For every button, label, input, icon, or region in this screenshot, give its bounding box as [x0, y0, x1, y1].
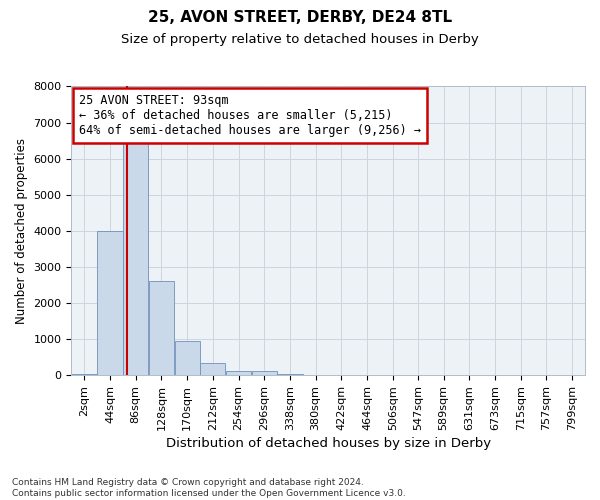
Bar	[123, 137, 148, 375]
Bar	[277, 374, 302, 375]
Text: 25, AVON STREET, DERBY, DE24 8TL: 25, AVON STREET, DERBY, DE24 8TL	[148, 10, 452, 25]
Y-axis label: Number of detached properties: Number of detached properties	[15, 138, 28, 324]
Bar	[251, 371, 277, 375]
Bar	[226, 370, 251, 375]
Bar	[71, 374, 97, 375]
Bar	[97, 231, 122, 375]
Text: Contains HM Land Registry data © Crown copyright and database right 2024.
Contai: Contains HM Land Registry data © Crown c…	[12, 478, 406, 498]
Bar	[175, 341, 200, 375]
Text: Size of property relative to detached houses in Derby: Size of property relative to detached ho…	[121, 32, 479, 46]
X-axis label: Distribution of detached houses by size in Derby: Distribution of detached houses by size …	[166, 437, 491, 450]
Bar	[149, 282, 174, 375]
Text: 25 AVON STREET: 93sqm
← 36% of detached houses are smaller (5,215)
64% of semi-d: 25 AVON STREET: 93sqm ← 36% of detached …	[79, 94, 421, 136]
Bar	[200, 364, 226, 375]
